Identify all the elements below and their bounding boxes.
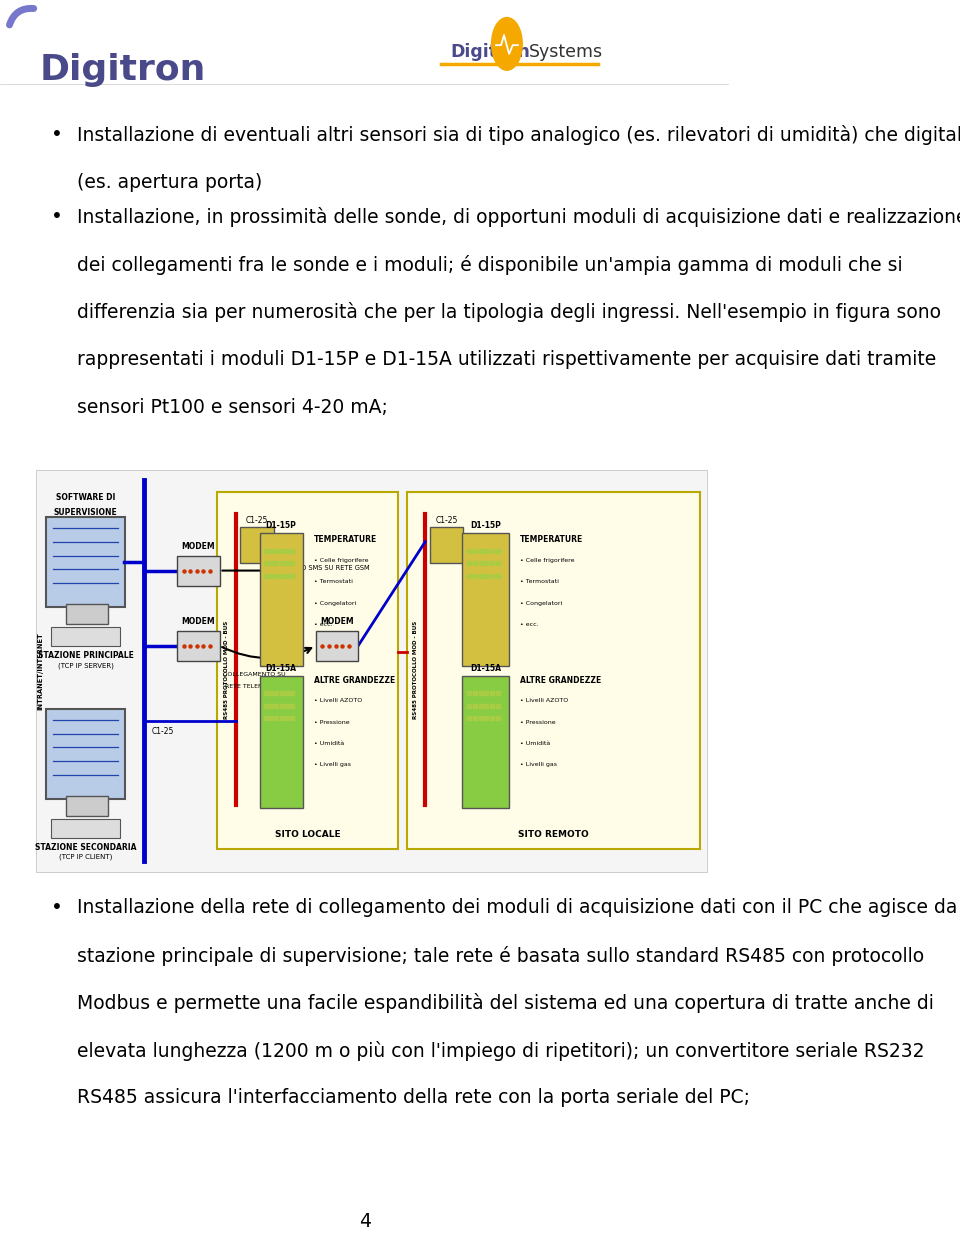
Text: differenzia sia per numerosità che per la tipologia degli ingressi. Nell'esempio: differenzia sia per numerosità che per l… <box>77 302 941 322</box>
Text: • Livelli AZOTO: • Livelli AZOTO <box>314 698 362 703</box>
Text: •: • <box>51 125 63 144</box>
Text: Digitron: Digitron <box>40 53 206 87</box>
Text: ALTRE GRANDEZZE: ALTRE GRANDEZZE <box>520 676 601 685</box>
Text: • Termostati: • Termostati <box>314 579 352 584</box>
Text: •: • <box>51 898 63 917</box>
FancyBboxPatch shape <box>316 631 358 661</box>
FancyBboxPatch shape <box>46 709 126 799</box>
FancyArrowPatch shape <box>10 9 34 25</box>
FancyBboxPatch shape <box>259 676 302 808</box>
FancyBboxPatch shape <box>51 627 120 646</box>
Text: RS485 PROTOCOLLO MOD - BUS: RS485 PROTOCOLLO MOD - BUS <box>224 621 228 720</box>
Text: C1-25: C1-25 <box>435 517 458 525</box>
Text: rappresentati i moduli D1-15P e D1-15A utilizzati rispettivamente per acquisire : rappresentati i moduli D1-15P e D1-15A u… <box>77 350 936 369</box>
Text: INTRANET/INTERNET: INTRANET/INTERNET <box>37 632 44 710</box>
Text: D1-15P: D1-15P <box>266 522 297 530</box>
Text: D1-15P: D1-15P <box>470 522 501 530</box>
FancyBboxPatch shape <box>240 527 274 563</box>
Text: RS485 PROTOCOLLO MOD - BUS: RS485 PROTOCOLLO MOD - BUS <box>413 621 419 720</box>
Text: • ecc.: • ecc. <box>314 622 332 627</box>
Text: • Livelli gas: • Livelli gas <box>520 762 557 767</box>
Text: (es. apertura porta): (es. apertura porta) <box>77 173 262 192</box>
Text: STAZIONE PRINCIPALE: STAZIONE PRINCIPALE <box>37 651 133 660</box>
FancyBboxPatch shape <box>65 796 108 816</box>
FancyBboxPatch shape <box>51 819 120 838</box>
Text: (TCP IP CLIENT): (TCP IP CLIENT) <box>59 854 112 860</box>
Text: SITO LOCALE: SITO LOCALE <box>275 830 341 839</box>
Text: RETE TELEFONICA: RETE TELEFONICA <box>226 685 282 690</box>
FancyBboxPatch shape <box>65 604 108 624</box>
Text: ALTRE GRANDEZZE: ALTRE GRANDEZZE <box>314 676 395 685</box>
Text: • Celle frigorifere: • Celle frigorifere <box>520 558 574 563</box>
Text: MODEM: MODEM <box>321 617 354 626</box>
Text: • Umidità: • Umidità <box>520 741 550 746</box>
FancyBboxPatch shape <box>217 492 398 849</box>
Text: TEMPERATURE: TEMPERATURE <box>520 535 584 544</box>
Text: Installazione di eventuali altri sensori sia di tipo analogico (es. rilevatori d: Installazione di eventuali altri sensori… <box>77 125 960 145</box>
Text: Installazione, in prossimità delle sonde, di opportuni moduli di acquisizione da: Installazione, in prossimità delle sonde… <box>77 207 960 227</box>
Text: COLLEGAMENTO SU: COLLEGAMENTO SU <box>223 672 285 677</box>
Text: 4: 4 <box>359 1213 371 1231</box>
Text: sensori Pt100 e sensori 4-20 mA;: sensori Pt100 e sensori 4-20 mA; <box>77 398 388 416</box>
Text: • Livelli gas: • Livelli gas <box>314 762 350 767</box>
Text: •: • <box>51 207 63 226</box>
FancyBboxPatch shape <box>430 527 463 563</box>
Text: • Celle frigorifere: • Celle frigorifere <box>314 558 368 563</box>
Text: TEMPERATURE: TEMPERATURE <box>314 535 377 544</box>
Text: INVIO SMS SU RETE GSM: INVIO SMS SU RETE GSM <box>288 566 370 571</box>
Text: • Livelli AZOTO: • Livelli AZOTO <box>520 698 568 703</box>
Text: • Congelatori: • Congelatori <box>520 601 563 606</box>
FancyBboxPatch shape <box>178 556 220 586</box>
Text: C1-25: C1-25 <box>246 517 268 525</box>
Text: • ecc.: • ecc. <box>520 622 539 627</box>
Text: D1-15A: D1-15A <box>266 665 297 673</box>
Text: SITO REMOTO: SITO REMOTO <box>518 830 589 839</box>
Text: • Pressione: • Pressione <box>520 720 556 725</box>
Text: SUPERVISIONE: SUPERVISIONE <box>54 508 117 517</box>
Text: stazione principale di supervisione; tale rete é basata sullo standard RS485 con: stazione principale di supervisione; tal… <box>77 946 924 966</box>
FancyBboxPatch shape <box>36 470 708 872</box>
FancyBboxPatch shape <box>259 533 302 666</box>
Text: elevata lunghezza (1200 m o più con l'impiego di ripetitori); un convertitore se: elevata lunghezza (1200 m o più con l'im… <box>77 1041 924 1061</box>
FancyBboxPatch shape <box>46 517 126 607</box>
FancyBboxPatch shape <box>178 631 220 661</box>
Text: • Termostati: • Termostati <box>520 579 559 584</box>
Text: • Congelatori: • Congelatori <box>314 601 356 606</box>
Text: Systems: Systems <box>529 43 603 60</box>
Text: dei collegamenti fra le sonde e i moduli; é disponibile un'ampia gamma di moduli: dei collegamenti fra le sonde e i moduli… <box>77 255 902 275</box>
Text: C1-25: C1-25 <box>152 727 174 736</box>
Text: Modbus e permette una facile espandibilità del sistema ed una copertura di tratt: Modbus e permette una facile espandibili… <box>77 993 933 1013</box>
Text: D1-15A: D1-15A <box>470 665 501 673</box>
Text: Installazione della rete di collegamento dei moduli di acquisizione dati con il : Installazione della rete di collegamento… <box>77 898 957 917</box>
FancyBboxPatch shape <box>407 492 700 849</box>
Text: • Pressione: • Pressione <box>314 720 349 725</box>
Circle shape <box>492 18 522 70</box>
Text: • Umidità: • Umidità <box>314 741 344 746</box>
Text: SOFTWARE DI: SOFTWARE DI <box>56 493 115 502</box>
FancyBboxPatch shape <box>463 533 509 666</box>
Text: Digitron: Digitron <box>451 43 531 60</box>
Text: STAZIONE SECONDARIA: STAZIONE SECONDARIA <box>35 843 136 851</box>
FancyBboxPatch shape <box>463 676 509 808</box>
Text: RS485 assicura l'interfacciamento della rete con la porta seriale del PC;: RS485 assicura l'interfacciamento della … <box>77 1088 750 1107</box>
Text: (TCP IP SERVER): (TCP IP SERVER) <box>58 662 113 668</box>
Text: MODEM: MODEM <box>181 617 215 626</box>
Text: MODEM: MODEM <box>181 542 215 551</box>
